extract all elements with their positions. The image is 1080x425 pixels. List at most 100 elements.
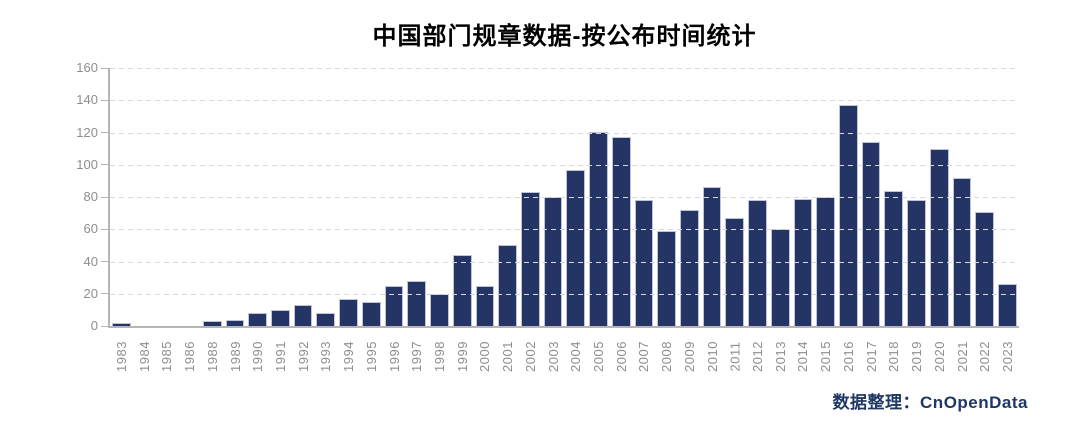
x-tick-label-box: 2009 — [678, 334, 701, 378]
bar — [861, 142, 881, 326]
bar — [248, 313, 268, 326]
y-tick-label: 20 — [83, 285, 98, 301]
y-tick-label: 160 — [76, 60, 98, 75]
x-tick-label-box: 2019 — [905, 334, 928, 378]
x-tick-label-box: 1999 — [451, 334, 474, 378]
x-tick-label-box: 2003 — [542, 334, 565, 378]
bar-slot: 2000 — [474, 68, 497, 371]
x-tick-label: 1993 — [318, 340, 334, 372]
bar-slot: 2018 — [882, 68, 905, 371]
grid-line — [110, 132, 1019, 134]
x-tick-label-box: 2016 — [837, 334, 860, 378]
x-tick-label: 2007 — [636, 340, 652, 372]
x-tick-label-box: 2004 — [564, 334, 587, 378]
y-tick-label: 100 — [76, 156, 98, 172]
bar-slot: 2011 — [723, 68, 746, 371]
grid-line — [110, 229, 1019, 231]
y-axis-tick — [101, 67, 108, 69]
x-tick-label: 2013 — [772, 340, 788, 372]
x-tick-label: 2000 — [477, 340, 493, 372]
x-tick-label-box: 1991 — [269, 334, 292, 378]
bar-slot: 1988 — [201, 68, 224, 371]
x-tick-label: 1988 — [204, 340, 220, 372]
x-tick-label-box: 2018 — [882, 334, 905, 378]
grid-line — [110, 293, 1019, 295]
bar-slot: 1993 — [314, 68, 337, 371]
bar — [566, 170, 586, 326]
bar — [725, 218, 745, 326]
y-tick-label: 40 — [83, 253, 98, 269]
x-tick-label: 2016 — [840, 340, 856, 372]
x-tick-label-box: 1995 — [360, 334, 383, 378]
bar — [929, 149, 949, 326]
bar — [611, 137, 631, 326]
bar — [998, 284, 1017, 326]
x-tick-label: 2005 — [590, 340, 606, 372]
x-tick-label: 2001 — [500, 340, 516, 372]
x-tick-label-box: 2011 — [723, 334, 746, 378]
x-tick-label: 1990 — [250, 340, 266, 372]
x-tick-label: 2021 — [954, 340, 970, 372]
x-tick-label-box: 1986 — [178, 334, 201, 378]
bar-slot: 2009 — [678, 68, 701, 371]
x-tick-label-box: 2005 — [587, 334, 610, 378]
bar-slot: 2017 — [860, 68, 883, 371]
x-tick-label-box: 1983 — [110, 334, 133, 378]
x-tick-label-box: 2013 — [769, 334, 792, 378]
attribution-source: CnOpenData — [920, 393, 1028, 412]
x-tick-label: 2002 — [522, 340, 538, 372]
x-tick-label-box: 2015 — [814, 334, 837, 378]
x-tick-label: 1998 — [431, 340, 447, 372]
x-tick-label: 2012 — [749, 340, 765, 372]
bar — [430, 294, 449, 326]
bar — [293, 305, 313, 326]
grid-line — [110, 261, 1019, 263]
bar-slot: 2004 — [564, 68, 587, 371]
x-tick-label-box: 1996 — [383, 334, 406, 378]
bar — [498, 245, 517, 326]
x-tick-label: 2017 — [863, 340, 879, 372]
x-tick-label-box: 1992 — [292, 334, 315, 378]
bar-slot: 1990 — [246, 68, 269, 371]
x-tick-label: 2004 — [568, 340, 584, 372]
y-tick-label: 0 — [90, 318, 98, 333]
bar — [634, 200, 654, 326]
x-tick-label-box: 2010 — [701, 334, 724, 378]
x-tick-label-box: 1990 — [246, 334, 269, 378]
x-tick-label: 2009 — [681, 340, 697, 372]
x-tick-label-box: 1989 — [224, 334, 247, 378]
x-tick-label-box: 2012 — [746, 334, 769, 378]
bar — [748, 200, 767, 326]
x-tick-label: 1991 — [272, 340, 288, 372]
bar-slot: 1992 — [292, 68, 315, 371]
bar — [316, 313, 336, 326]
x-tick-label-box: 2022 — [973, 334, 996, 378]
bar — [361, 302, 381, 326]
bar-slot: 2016 — [837, 68, 860, 371]
x-tick-label: 2008 — [659, 340, 675, 372]
bar — [679, 210, 699, 326]
grid-line — [110, 68, 1019, 69]
x-tick-label: 2018 — [886, 340, 902, 372]
bar — [112, 323, 131, 326]
bar — [520, 192, 540, 326]
bar-slot: 2001 — [496, 68, 519, 371]
x-tick-label-box: 2008 — [655, 334, 678, 378]
bar-slot: 1995 — [360, 68, 383, 371]
bar — [770, 229, 790, 326]
x-tick-label: 2003 — [545, 340, 561, 372]
bar — [952, 178, 972, 326]
chart-title: 中国部门规章数据-按公布时间统计 — [372, 23, 757, 50]
grid-line — [110, 164, 1019, 166]
bar-slot: 1996 — [383, 68, 406, 371]
x-tick-label-box: 1993 — [314, 334, 337, 378]
bar — [225, 320, 245, 326]
bar — [702, 187, 722, 326]
grid-line — [110, 100, 1019, 102]
x-tick-label: 2010 — [704, 340, 720, 372]
y-axis-tick — [101, 196, 108, 198]
bar-slot: 1997 — [405, 68, 428, 371]
bar — [339, 299, 358, 326]
bar — [475, 286, 495, 326]
